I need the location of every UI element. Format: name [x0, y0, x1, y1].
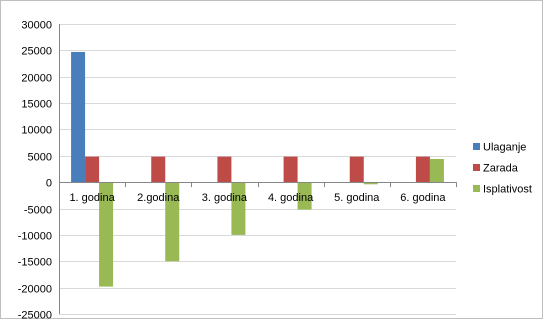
y-tick-label: -15000	[18, 257, 52, 269]
legend-swatch	[473, 185, 480, 192]
legend: Ulaganje Zarada Isplativost	[473, 142, 532, 196]
y-tick-label: -5000	[24, 205, 52, 217]
bar-chart: 30000 25000 20000 15000 10000 5000 0 -5000 -1000…	[18, 20, 532, 322]
y-tick-label: 0	[46, 178, 52, 190]
bar-zarada	[283, 156, 298, 183]
y-tick-label: 5000	[28, 152, 52, 164]
bar-isplativost	[429, 158, 444, 183]
x-category-label: 6. godina	[400, 192, 446, 204]
y-tick-label: 15000	[21, 99, 52, 111]
x-axis: 1. godina 2.godina 3. godina 4. godina 5. go…	[59, 182, 457, 204]
bar-ulaganje	[71, 51, 86, 183]
bar-isplativost	[297, 182, 312, 210]
y-tick-label: 10000	[21, 125, 52, 137]
bar-zarada	[415, 156, 430, 183]
y-axis: 30000 25000 20000 15000 10000 5000 0 -5000 -1000…	[18, 20, 60, 322]
y-tick-label: 20000	[21, 73, 52, 85]
legend-label: Zarada	[483, 163, 519, 175]
y-tick-label: 30000	[21, 20, 52, 32]
legend-label: Isplativost	[483, 184, 532, 196]
x-category-label: 2.godina	[137, 192, 180, 204]
legend-label: Ulaganje	[483, 142, 526, 154]
bars	[71, 51, 444, 287]
x-category-label: 5. godina	[334, 192, 380, 204]
bar-isplativost	[231, 182, 246, 235]
bar-isplativost	[363, 182, 378, 185]
bar-zarada	[85, 156, 100, 183]
y-tick-label: -20000	[18, 284, 52, 296]
bar-zarada	[217, 156, 232, 183]
x-category-label: 4. godina	[268, 192, 314, 204]
bar-zarada	[151, 156, 166, 183]
legend-swatch	[473, 143, 480, 150]
y-tick-label: -10000	[18, 231, 52, 243]
y-tick-label: -25000	[18, 310, 52, 321]
gridlines	[59, 24, 456, 315]
y-tick-label: 25000	[21, 46, 52, 58]
legend-swatch	[473, 164, 480, 171]
bar-isplativost	[99, 182, 114, 287]
bar-isplativost	[165, 182, 180, 262]
x-category-label: 1. godina	[69, 192, 115, 204]
x-category-label: 3. godina	[202, 192, 248, 204]
bar-zarada	[349, 156, 364, 183]
